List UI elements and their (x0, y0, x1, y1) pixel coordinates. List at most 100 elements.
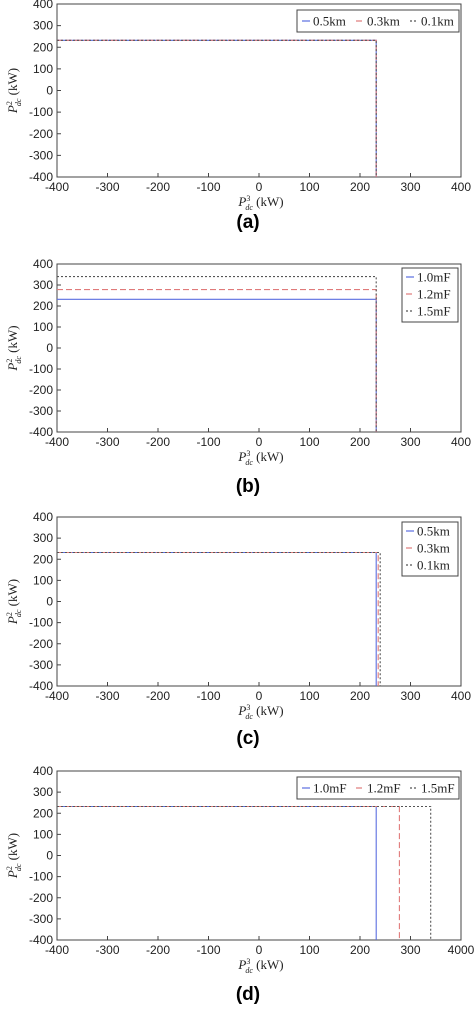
y-tick-label: -200 (29, 383, 53, 397)
y-tick-label: 400 (33, 764, 53, 778)
y-tick-label: -100 (29, 105, 53, 119)
legend-box (296, 776, 460, 800)
y-tick-label: 200 (33, 40, 53, 54)
y-tick-label: -400 (29, 425, 53, 439)
y-tick-label: 300 (33, 785, 53, 799)
x-tick-label: 200 (350, 943, 370, 957)
x-tick-label: -100 (196, 689, 220, 703)
x-tick-label: 200 (350, 180, 370, 194)
y-axis-label: P2dc (kW) (5, 325, 23, 371)
y-tick-label: 100 (33, 827, 53, 841)
y-tick-label: 200 (33, 299, 53, 313)
x-axis-label: P3 dc (kW) (237, 703, 283, 721)
x-tick-label: 0 (256, 180, 263, 194)
x-tick-label: -400 (45, 435, 69, 449)
x-tick-label: 200 (350, 689, 370, 703)
x-tick-label: -300 (95, 435, 119, 449)
x-tick-label: 400 (451, 435, 471, 449)
x-tick-label: -200 (146, 943, 170, 957)
x-tick-label: 0 (256, 689, 263, 703)
x-tick-label: -300 (95, 180, 119, 194)
y-tick-label: 300 (33, 19, 53, 33)
series-line-0.3km (57, 551, 379, 686)
panel-label: (c) (236, 728, 259, 749)
x-tick-label: 100 (299, 943, 319, 957)
y-tick-label: 400 (33, 510, 53, 524)
y-tick-label: 100 (33, 573, 53, 587)
y-tick-label: 0 (46, 341, 53, 355)
y-tick-label: 0 (46, 849, 53, 863)
x-tick-label: 100 (299, 435, 319, 449)
legend: 0.5km 0.3km 0.1km (296, 9, 460, 33)
x-axis-label: P3 dc (kW) (237, 449, 283, 467)
y-tick-label: -100 (29, 616, 53, 630)
panel-label: (d) (236, 984, 260, 1005)
x-tick-label: -400 (45, 180, 69, 194)
legend-entry: 0.3km (417, 541, 450, 556)
chart-panel-c: -400 -300 -200 -100 0 100 200 300 400 400 300 200 10… (5, 510, 471, 749)
y-tick-label: -300 (29, 658, 53, 672)
chart-panel-d: -400 -300 -200 -100 0 100 200 300 4000 400 300 200 1… (5, 764, 474, 1005)
x-axis-label: P3 dc (kW) (237, 194, 283, 212)
plot-area (56, 3, 462, 178)
legend: 0.5km 0.3km 0.1km (401, 521, 459, 577)
series-line-1.5mF (57, 805, 432, 940)
legend-entry: 0.3km (367, 14, 400, 29)
y-tick-label: -300 (29, 912, 53, 926)
y-tick-label: 300 (33, 278, 53, 292)
x-tick-label: 200 (350, 435, 370, 449)
series-line-1.2mF (57, 805, 400, 940)
x-tick-label: -100 (196, 435, 220, 449)
x-tick-label: 300 (400, 435, 420, 449)
y-tick-label: -100 (29, 870, 53, 884)
x-tick-label: 300 (400, 943, 420, 957)
legend: 1.0mF 1.2mF 1.5mF (401, 267, 459, 323)
y-tick-label: -400 (29, 933, 53, 947)
legend-entry: 0.5km (417, 524, 450, 539)
y-tick-label: -400 (29, 170, 53, 184)
plot-area (56, 263, 462, 433)
x-tick-label: -300 (95, 689, 119, 703)
legend-entry: 1.0mF (417, 270, 451, 285)
legend-entry: 1.2mF (417, 287, 451, 302)
y-tick-label: 100 (33, 320, 53, 334)
x-tick-label: -100 (196, 943, 220, 957)
y-tick-label: 100 (33, 62, 53, 76)
x-tick-label: -400 (45, 689, 69, 703)
y-tick-label: 400 (33, 0, 53, 11)
x-tick-label: -300 (95, 943, 119, 957)
chart-panel-a: -400 -300 -200 -100 0 100 200 300 400 400 300 200 10… (5, 0, 471, 233)
y-tick-label: -100 (29, 362, 53, 376)
legend-entry: 0.5km (313, 14, 346, 29)
y-tick-label: -300 (29, 148, 53, 162)
legend-entry: 1.2mF (367, 781, 401, 796)
x-tick-label: -100 (196, 180, 220, 194)
y-tick-label: 0 (46, 84, 53, 98)
x-axis-label: P3 dc (kW) (237, 957, 283, 975)
x-tick-label: 0 (256, 435, 263, 449)
x-tick-label: 400 (451, 180, 471, 194)
y-tick-label: -200 (29, 891, 53, 905)
y-axis-label: P2dc (kW) (5, 579, 23, 625)
legend: 1.0mF 1.2mF 1.5mF (296, 776, 460, 800)
x-tick-label: -200 (146, 435, 170, 449)
y-tick-label: -200 (29, 127, 53, 141)
panel-label: (a) (236, 212, 259, 233)
legend-entry: 1.5mF (417, 304, 451, 319)
x-tick-label: -200 (146, 689, 170, 703)
x-tick-label: 0 (256, 943, 263, 957)
x-tick-label: 100 (299, 689, 319, 703)
panel-label: (b) (236, 476, 260, 497)
y-tick-label: -400 (29, 679, 53, 693)
x-tick-label: 100 (299, 180, 319, 194)
y-tick-label: 200 (33, 806, 53, 820)
legend-box (296, 9, 460, 33)
x-tick-label: 300 (400, 689, 420, 703)
x-tick-label: -400 (45, 943, 69, 957)
series-line-0.3km (57, 39, 377, 177)
x-tick-label: -200 (146, 180, 170, 194)
x-tick-label: 300 (400, 180, 420, 194)
plot-area (56, 516, 462, 687)
legend-entry: 1.5mF (421, 781, 455, 796)
